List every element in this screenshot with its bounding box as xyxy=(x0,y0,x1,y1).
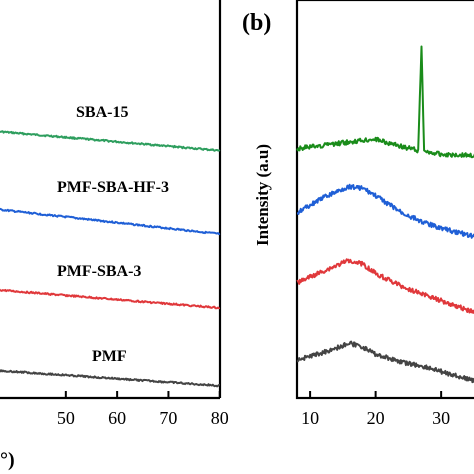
panel-b-x-tick-label-20: 20 xyxy=(367,408,385,428)
panel-a-x-ticks: 50 60 70 80 xyxy=(57,391,229,428)
panel-a-series-line-2 xyxy=(0,207,221,236)
panel-b-x-ticks: 10 20 30 xyxy=(301,391,450,428)
panel-b-series-line-4 xyxy=(296,340,474,384)
series-label-pmf-sba-3: PMF-SBA-3 xyxy=(57,263,141,280)
panel-b-series-line-1 xyxy=(296,45,474,159)
panel-b-y-axis-label: Intensity (a.u) xyxy=(253,144,272,246)
panel-a-x-tick-label-50: 50 xyxy=(57,408,75,428)
panel-b-series-group xyxy=(296,45,474,384)
panel-a-series-line-4 xyxy=(0,369,220,388)
panel-b-series-line-2 xyxy=(296,183,474,239)
panel-b-frame xyxy=(295,0,474,400)
series-label-sba-15: SBA-15 xyxy=(76,104,128,121)
panel-b-label: (b) xyxy=(242,10,271,36)
panel-a-x-tick-label-60: 60 xyxy=(108,408,126,428)
panel-b-series-line-3 xyxy=(296,258,474,314)
panel-a-x-tick-label-70: 70 xyxy=(159,408,177,428)
panel-b: 10 20 30 (b) Intensity (a.u) xyxy=(242,0,474,428)
series-label-pmf: PMF xyxy=(92,348,127,365)
panel-b-x-tick-label-10: 10 xyxy=(301,408,319,428)
panel-a-series-line-3 xyxy=(0,288,221,310)
panel-a-series-line-1 xyxy=(0,130,221,152)
panel-b-x-tick-label-30: 30 xyxy=(432,408,450,428)
panel-a: 50 60 70 80 SBA-15 PMF-SBA-HF-3 PMF-SBA-3 P… xyxy=(0,0,229,471)
series-label-pmf-sba-hf-3: PMF-SBA-HF-3 xyxy=(57,179,169,196)
panel-a-x-tick-label-80: 80 xyxy=(211,408,229,428)
panel-a-series-group xyxy=(0,130,221,388)
panel-a-x-axis-label: °) xyxy=(0,449,15,471)
